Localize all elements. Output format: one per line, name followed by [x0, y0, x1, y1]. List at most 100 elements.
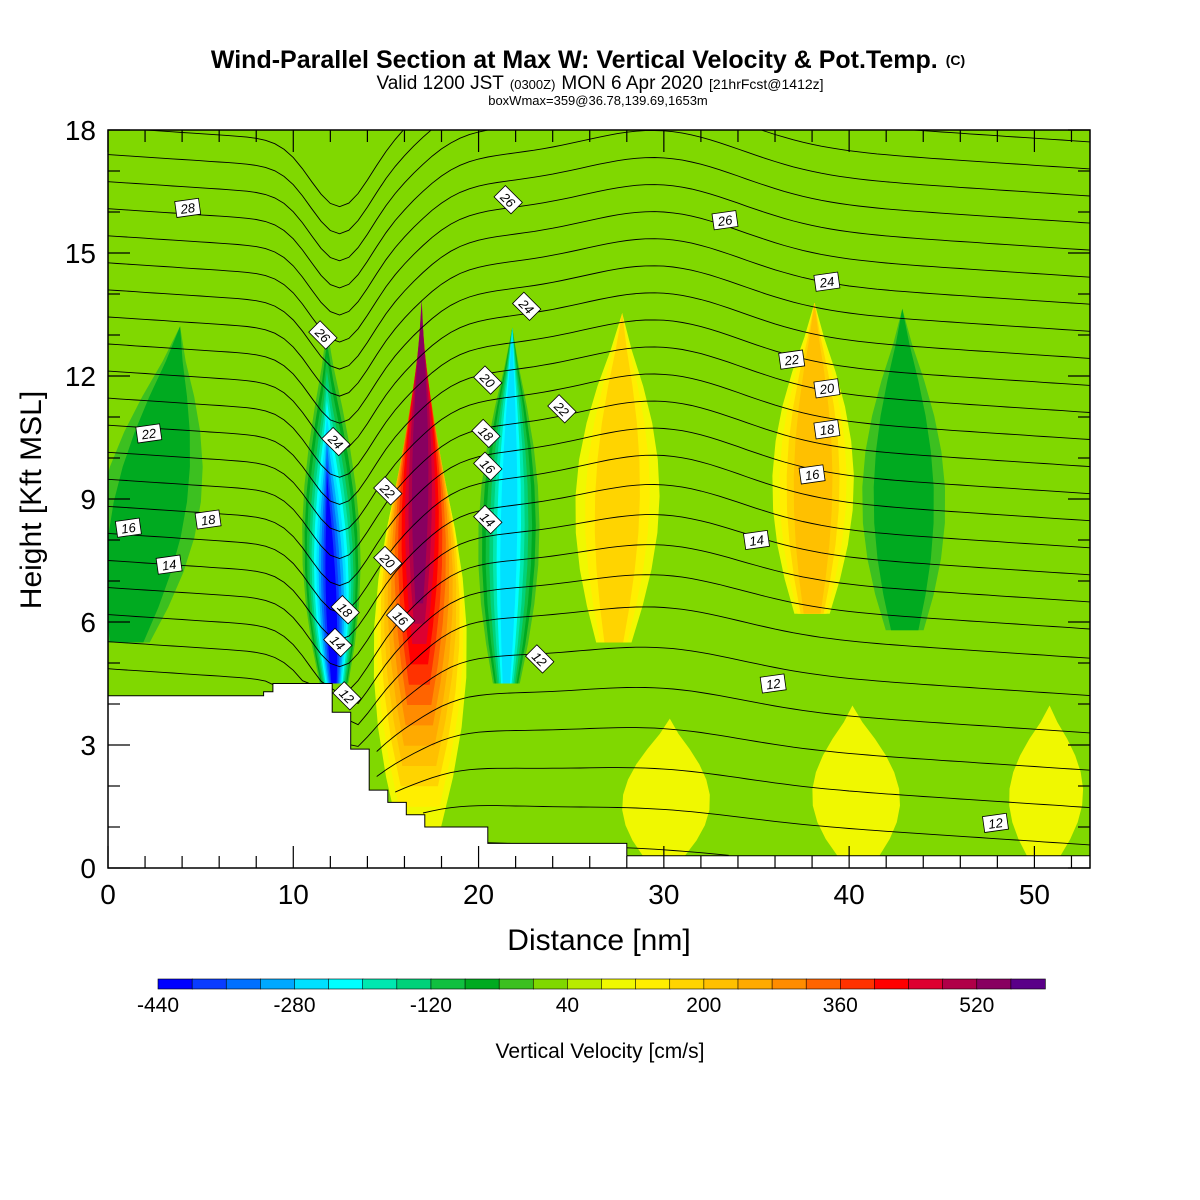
colorbar-tick-label: -280: [273, 994, 315, 1017]
colorbar-tick-label: 200: [686, 994, 721, 1017]
theta-contour-line: [108, 484, 1090, 641]
w-level--440: [322, 356, 338, 684]
contour-label: 14: [155, 554, 183, 575]
contour-label-box: [524, 644, 555, 674]
contour-label: 12: [332, 681, 362, 711]
contour-label-text: 26: [716, 212, 734, 229]
contour-label-text: 22: [140, 425, 158, 442]
colorbar-tick-label: -440: [137, 994, 179, 1017]
axis-ticks: [107, 129, 1090, 869]
contour-label-text: 20: [818, 380, 836, 397]
contour-label: 12: [759, 673, 787, 694]
contour-label-box: [473, 451, 503, 481]
contour-label-box: [155, 554, 183, 575]
colorbar-swatch: [191, 978, 227, 990]
contour-label: 22: [547, 394, 577, 424]
theta-contour-line: [108, 400, 1090, 559]
contour-label-text: 28: [179, 200, 197, 217]
theta-contour-line: [108, 130, 1090, 235]
contour-label-text: 18: [200, 511, 217, 528]
updraft-27-band: [575, 130, 660, 643]
contour-label-box: [174, 197, 202, 218]
colorbar-swatch: [737, 978, 773, 990]
theta-contour-line: [376, 727, 1090, 777]
colorbar-swatch: [498, 978, 534, 990]
contour-label-box: [194, 509, 222, 530]
y-tick-label: 3: [80, 730, 96, 761]
contour-label-text: 24: [818, 274, 835, 291]
theta-contour-line: [422, 805, 1090, 846]
w-level--280: [500, 130, 518, 684]
colorbar-swatch: [635, 978, 671, 990]
y-tick-label: 12: [65, 361, 96, 392]
theta-contour-line: [138, 130, 404, 208]
contour-label-box: [308, 320, 338, 350]
contour-label: 28: [174, 197, 202, 218]
contour-label: 16: [473, 451, 503, 481]
x-tick-label: 30: [648, 879, 679, 910]
contour-label: 24: [511, 291, 542, 322]
colorbar-label: Vertical Velocity [cm/s]: [496, 1040, 705, 1063]
theta-contour-line: [108, 606, 1090, 726]
theta-contour-line: [108, 211, 1090, 370]
y-tick-label: 6: [80, 607, 96, 638]
theta-contour-line: [376, 686, 1090, 752]
contour-label: 14: [323, 627, 353, 658]
contour-label-box: [323, 627, 353, 658]
contour-label: 18: [330, 594, 360, 625]
theta-contour-line: [395, 767, 1090, 809]
terrain-shape: [108, 683, 1090, 868]
theta-contour-line: [108, 265, 1090, 424]
colorbar-swatch: [669, 978, 705, 990]
theta-contour-line: [108, 184, 1090, 343]
theta-contour-line: [108, 292, 1090, 451]
contour-label: 22: [373, 476, 403, 506]
w-level-80: [622, 642, 710, 856]
colorbar-swatch: [976, 978, 1012, 990]
contour-label: 12: [982, 812, 1009, 833]
colorbar-swatch: [430, 978, 466, 990]
colorbar-swatch: [260, 978, 296, 990]
colorbar-swatch: [362, 978, 398, 990]
contour-label: 20: [813, 378, 841, 399]
contour-label: 14: [473, 504, 503, 535]
contour-label: 20: [473, 365, 503, 395]
colorbar-tick-label: 520: [959, 994, 994, 1017]
downdraft-43-band: [862, 130, 945, 631]
x-tick-label: 10: [278, 879, 309, 910]
colorbar-swatch: [908, 978, 944, 990]
contour-label: 24: [813, 271, 841, 292]
x-tick-label: 50: [1019, 879, 1050, 910]
colorbar: [157, 978, 1046, 990]
contour-label-box: [385, 603, 416, 633]
contour-label: 18: [194, 509, 222, 530]
theta-contour-line: [108, 454, 1090, 614]
x-tick-label: 20: [463, 879, 494, 910]
contour-label: 16: [114, 517, 142, 538]
chart-title-mark: (C): [946, 52, 965, 68]
valid-prefix: Valid 1200 JST: [376, 73, 504, 94]
theta-contour-line: [108, 319, 1090, 478]
contour-label-box: [813, 378, 841, 399]
w-level-160: [594, 130, 640, 643]
colorbar-swatch: [805, 978, 842, 990]
contour-label: 20: [373, 545, 403, 576]
contour-label-box: [471, 418, 501, 449]
colorbar-swatch: [942, 978, 978, 990]
contour-label-box: [332, 681, 362, 711]
contour-label-box: [711, 210, 739, 231]
theta-contour-line: [108, 427, 1090, 587]
colorbar-swatch: [396, 978, 432, 990]
contour-label-box: [759, 673, 787, 694]
contour-label-text: 18: [819, 421, 836, 438]
contour-label-box: [813, 419, 841, 440]
contour-label-box: [798, 464, 826, 485]
contour-label-box: [330, 594, 360, 625]
contour-label-box: [778, 349, 806, 370]
colorbar-tick-label: -120: [410, 994, 452, 1017]
theta-contour-line: [108, 130, 1090, 262]
theta-contour-line: [108, 157, 1090, 316]
colorbar-swatch: [874, 978, 910, 990]
terrain-mask: [108, 683, 1090, 868]
